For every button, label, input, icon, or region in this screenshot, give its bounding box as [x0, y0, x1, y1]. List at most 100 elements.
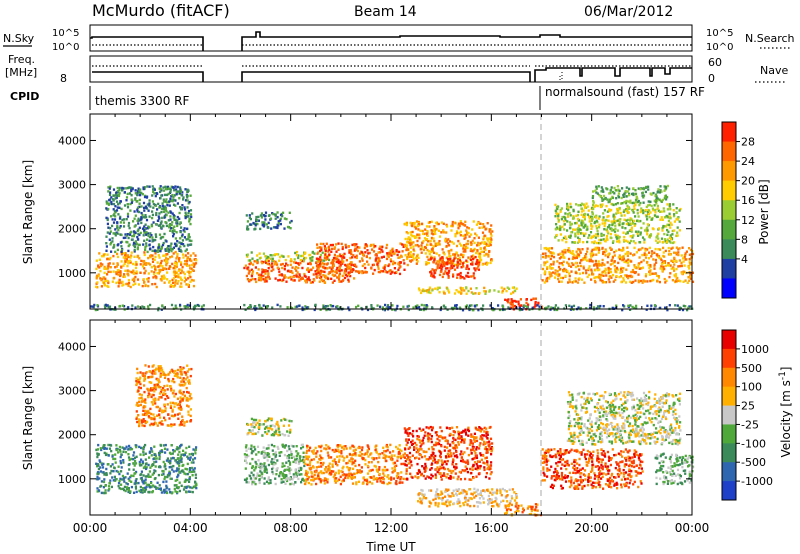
echo-cell: [453, 306, 456, 309]
echo-cell: [159, 249, 162, 253]
echo-cell: [571, 252, 574, 255]
echo-cell: [165, 240, 168, 243]
echo-cell: [121, 189, 124, 192]
echo-cell: [437, 222, 440, 226]
echo-cell: [684, 258, 687, 261]
echo-cell: [483, 242, 486, 245]
echo-cell: [120, 253, 123, 256]
echo-cell: [195, 482, 198, 485]
echo-cell: [467, 306, 470, 309]
echo-cell: [405, 221, 408, 225]
echo-cell: [365, 245, 369, 248]
echo-cell: [442, 251, 445, 255]
echo-cell: [317, 268, 320, 271]
echo-cell: [169, 248, 172, 251]
echo-cell: [99, 277, 102, 280]
echo-cell: [330, 305, 333, 308]
colorbar-tick-label: 16: [741, 194, 755, 207]
echo-cell: [689, 275, 692, 278]
echo-cell: [309, 257, 312, 260]
echo-cell: [274, 260, 277, 264]
echo-cell: [644, 209, 647, 212]
echo-cell: [626, 190, 629, 193]
echo-cell: [111, 237, 114, 240]
echo-cell: [285, 280, 288, 283]
echo-cell: [147, 277, 150, 280]
echo-cell: [105, 472, 108, 475]
echo-cell: [130, 198, 133, 201]
echo-cell: [188, 217, 191, 221]
echo-cell: [675, 246, 678, 249]
echo-cell: [622, 267, 625, 270]
echo-cell: [648, 236, 651, 239]
echo-cell: [331, 258, 334, 262]
echo-cell: [389, 249, 392, 253]
echo-cell: [155, 211, 158, 215]
echo-cell: [441, 275, 444, 279]
echo-cell: [154, 282, 157, 286]
echo-cell: [181, 464, 184, 467]
echo-cell: [146, 278, 149, 281]
echo-cell: [128, 444, 131, 448]
echo-cell: [630, 222, 633, 225]
echo-cell: [246, 307, 250, 310]
echo-cell: [129, 261, 132, 264]
echo-cell: [641, 246, 644, 250]
echo-cell: [162, 444, 165, 447]
echo-cell: [104, 303, 107, 307]
echo-cell: [118, 226, 121, 229]
echo-cell: [547, 249, 550, 253]
echo-cell: [325, 247, 328, 250]
echo-cell: [594, 220, 597, 224]
echo-cell: [462, 247, 465, 250]
echo-cell: [655, 236, 658, 239]
echo-cell: [174, 459, 177, 462]
echo-cell: [271, 257, 274, 260]
echo-cell: [612, 229, 615, 232]
echo-cell: [121, 280, 124, 284]
echo-cell: [647, 185, 650, 188]
echo-cell: [121, 284, 124, 287]
echo-cell: [577, 232, 580, 236]
echo-cell: [143, 251, 146, 254]
echo-cell: [668, 304, 671, 307]
echo-cell: [532, 297, 535, 301]
echo-cell: [664, 281, 667, 284]
echo-cell: [130, 271, 134, 274]
echo-cell: [201, 305, 204, 308]
echo-cell: [139, 382, 142, 386]
echo-cell: [328, 258, 331, 262]
echo-cell: [583, 215, 586, 219]
echo-cell: [651, 272, 654, 275]
echo-cell: [169, 401, 172, 404]
echo-cell: [180, 235, 184, 238]
echo-cell: [187, 277, 190, 280]
echo-cell: [437, 229, 440, 232]
echo-cell: [393, 271, 396, 275]
echo-cell: [278, 270, 281, 273]
echo-cell: [632, 234, 635, 237]
echo-cell: [577, 217, 580, 221]
echo-cell: [389, 260, 393, 263]
echo-cell: [446, 263, 449, 266]
echo-cell: [174, 262, 177, 265]
echo-cell: [338, 265, 341, 268]
echo-cell: [165, 249, 168, 252]
echo-cell: [144, 269, 147, 273]
echo-cell: [654, 247, 657, 251]
echo-cell: [379, 245, 382, 248]
echo-cell: [422, 232, 425, 235]
echo-cell: [659, 267, 662, 270]
echo-cell: [351, 268, 355, 271]
echo-cell: [162, 210, 166, 213]
echo-cell: [157, 365, 160, 368]
echo-cell: [658, 280, 661, 284]
echo-cell: [598, 268, 601, 271]
echo-cell: [647, 263, 650, 267]
echo-cell: [187, 233, 190, 237]
echo-cell: [380, 269, 383, 273]
echo-cell: [623, 209, 626, 212]
echo-cell: [657, 248, 660, 251]
echo-cell: [681, 272, 684, 275]
echo-cell: [284, 276, 287, 279]
